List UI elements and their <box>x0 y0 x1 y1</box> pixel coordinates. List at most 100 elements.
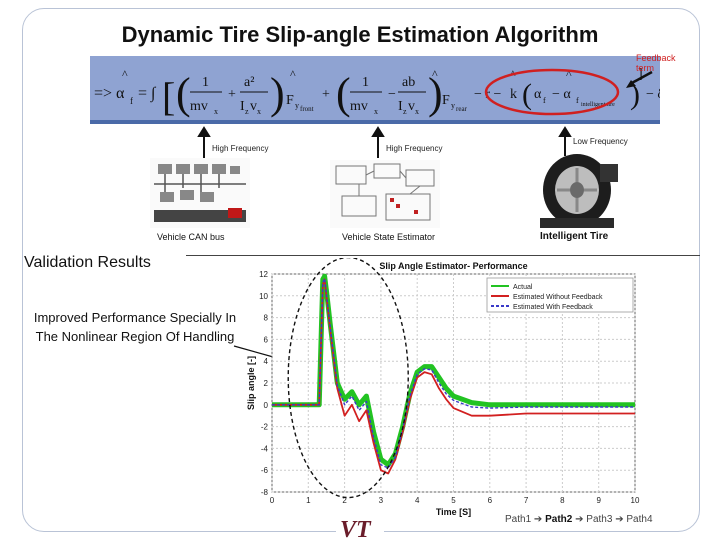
x-tick-label: 8 <box>560 496 565 505</box>
svg-text:z: z <box>403 107 407 116</box>
svg-text:]: ] <box>638 67 643 82</box>
svg-text:mv: mv <box>350 99 368 114</box>
y-tick-label: 0 <box>264 401 269 410</box>
feedback-term-label: Feedback term <box>636 53 676 73</box>
legend-box <box>486 277 634 313</box>
series-line-2 <box>272 277 635 469</box>
svg-text:(: ( <box>176 69 191 118</box>
legend-entry: Estimated With Feedback <box>513 304 593 311</box>
svg-text:1: 1 <box>362 75 369 90</box>
svg-text:^: ^ <box>290 67 296 81</box>
caption-intelligent-tire: Intelligent Tire <box>540 231 609 242</box>
svg-text:y: y <box>295 101 299 110</box>
svg-text:+: + <box>228 87 236 102</box>
svg-text:−: − <box>388 87 396 102</box>
path-arrow-2: ➔ <box>575 514 584 525</box>
path-navigation: Path1 ➔ Path2 ➔ Path3 ➔ Path4 <box>505 514 653 525</box>
svg-text:^: ^ <box>432 67 438 81</box>
svg-text:1: 1 <box>202 75 209 90</box>
x-tick-label: 9 <box>596 496 601 505</box>
svg-text:^: ^ <box>566 67 572 81</box>
legend-entry: Estimated Without Feedback <box>513 294 603 301</box>
path4-link[interactable]: Path4 <box>626 514 653 525</box>
arrow-label-tire: Low Frequency <box>573 137 628 146</box>
svg-text:f: f <box>130 96 133 106</box>
x-tick-label: 4 <box>415 496 420 505</box>
svg-text:f: f <box>576 96 579 105</box>
svg-text:=> α: => α <box>94 85 125 102</box>
svg-text:): ) <box>630 78 640 111</box>
svg-text:z: z <box>245 107 249 116</box>
improved-performance-note: Improved Performance Specially In The No… <box>33 310 237 344</box>
frequency-arrows <box>197 126 572 158</box>
svg-text:I: I <box>240 99 245 114</box>
state-estimator-image <box>330 160 440 228</box>
intelligent-tire-image <box>540 154 618 228</box>
x-tick-label: 6 <box>488 496 493 505</box>
arrow-label-estimator: High Frequency <box>386 144 443 153</box>
path1-link[interactable]: Path1 <box>505 514 532 525</box>
svg-text:x: x <box>415 107 419 116</box>
svg-text:− δ: − δ <box>646 87 660 102</box>
svg-text:v: v <box>408 99 415 114</box>
svg-text:(: ( <box>522 78 532 111</box>
svg-text:F: F <box>286 93 294 108</box>
svg-text:front: front <box>300 105 314 113</box>
svg-text:^: ^ <box>122 67 128 81</box>
svg-text:F: F <box>442 93 450 108</box>
svg-text:− α: − α <box>552 87 571 102</box>
validation-results-heading: Validation Results <box>24 254 151 271</box>
y-tick-label: 4 <box>264 357 269 366</box>
svg-text:f: f <box>543 96 546 105</box>
section-divider <box>186 255 700 256</box>
svg-text:x: x <box>214 107 218 116</box>
x-axis-label: Time [S] <box>436 507 471 517</box>
can-bus-image <box>150 158 250 228</box>
svg-text:(: ( <box>336 69 351 118</box>
caption-can-bus: Vehicle CAN bus <box>157 232 225 242</box>
y-tick-label: -8 <box>261 488 269 497</box>
svg-text:a²: a² <box>244 75 254 90</box>
svg-text:x: x <box>257 107 261 116</box>
y-tick-label: 6 <box>264 335 269 344</box>
caption-state-estimator: Vehicle State Estimator <box>342 232 436 242</box>
series-line-0 <box>272 273 635 468</box>
svg-text:k: k <box>510 87 517 102</box>
svg-text:I: I <box>398 99 403 114</box>
x-tick-label: 10 <box>631 496 640 505</box>
svg-text:VT: VT <box>340 517 372 540</box>
svg-text:v: v <box>250 99 257 114</box>
y-tick-label: 8 <box>264 314 269 323</box>
arrow-label-can: High Frequency <box>212 144 269 153</box>
y-tick-label: -4 <box>261 444 269 453</box>
path-arrow-3: ➔ <box>615 514 624 525</box>
svg-text:x: x <box>374 107 378 116</box>
svg-text:intelligent tire: intelligent tire <box>581 102 615 108</box>
x-tick-label: 5 <box>451 496 456 505</box>
legend-entry: Actual <box>513 284 533 291</box>
y-axis-label: Slip angle [-] <box>246 356 256 410</box>
y-tick-label: -2 <box>261 423 269 432</box>
svg-text:[: [ <box>162 74 175 119</box>
path3-link[interactable]: Path3 <box>586 514 613 525</box>
svg-text:+: + <box>322 87 330 102</box>
svg-text:): ) <box>428 69 443 118</box>
svg-text:= ∫: = ∫ <box>138 85 157 103</box>
svg-text:rear: rear <box>456 105 468 113</box>
x-tick-label: 0 <box>270 496 275 505</box>
svg-text:y: y <box>451 101 455 110</box>
x-tick-label: 1 <box>306 496 311 505</box>
path2-link[interactable]: Path2 <box>545 514 573 525</box>
svg-text:mv: mv <box>190 99 208 114</box>
svg-text:ab: ab <box>402 75 415 90</box>
svg-text:α: α <box>534 87 542 102</box>
y-tick-label: 10 <box>259 292 268 301</box>
y-tick-label: 12 <box>259 270 268 279</box>
svg-text:− r −: − r − <box>474 87 502 102</box>
x-tick-label: 2 <box>342 496 347 505</box>
x-tick-label: 7 <box>524 496 529 505</box>
chart-title: Slip Angle Estimator- Performance <box>379 261 527 271</box>
path-arrow-1: ➔ <box>533 514 543 525</box>
vt-logo: VT <box>336 516 384 540</box>
